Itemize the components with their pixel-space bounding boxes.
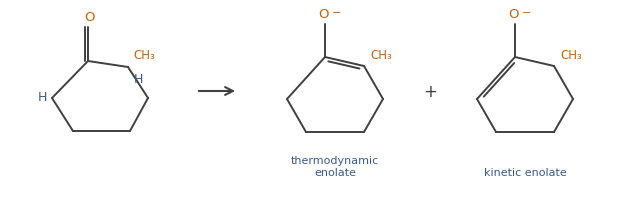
Text: H: H (134, 73, 143, 86)
Text: −: − (522, 8, 532, 18)
Text: CH₃: CH₃ (560, 49, 581, 62)
Text: −: − (332, 8, 341, 18)
Text: H: H (38, 91, 47, 104)
Text: O: O (509, 8, 520, 21)
Text: O: O (319, 8, 329, 21)
Text: kinetic enolate: kinetic enolate (484, 167, 566, 177)
Text: +: + (423, 83, 437, 100)
Text: CH₃: CH₃ (370, 49, 392, 62)
Text: O: O (84, 11, 94, 24)
Text: thermodynamic
enolate: thermodynamic enolate (291, 156, 379, 177)
Text: CH₃: CH₃ (133, 49, 155, 62)
